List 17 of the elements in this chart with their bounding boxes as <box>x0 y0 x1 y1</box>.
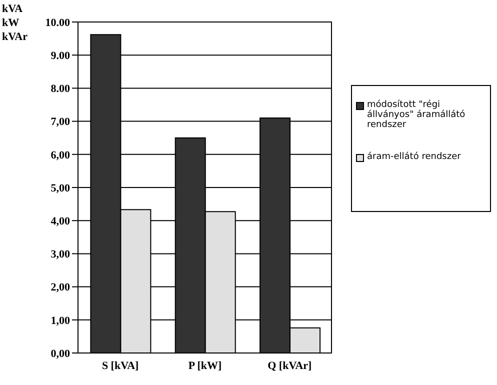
y-axis-title: kVA kW kVAr <box>2 2 28 44</box>
y-tick-label: 7,00 <box>50 116 70 128</box>
y-tick-label: 9.00 <box>50 50 70 62</box>
y-tick-label: 2,00 <box>50 282 70 294</box>
y-tick-label: 8.00 <box>50 83 70 96</box>
x-tick-label: Q [kVAr] <box>268 360 312 372</box>
y-tick-label: 4,00 <box>50 216 70 228</box>
legend-label: módosított "régi állványos" áramállátó rendszer <box>367 100 466 130</box>
y-tick-label: 0,00 <box>50 348 70 360</box>
y-tick-label: 3,00 <box>50 248 70 261</box>
legend-label: áram-ellátó rendszer <box>367 152 461 162</box>
x-tick-label: P [kW] <box>188 360 222 372</box>
y-tick-label: 1,00 <box>50 314 70 327</box>
y-tick-label: 10.00 <box>45 16 70 29</box>
x-tick-label: S [kVA] <box>102 360 139 372</box>
y-tick-label: 6,00 <box>50 149 70 162</box>
y-tick-label: 5,00 <box>50 182 70 194</box>
